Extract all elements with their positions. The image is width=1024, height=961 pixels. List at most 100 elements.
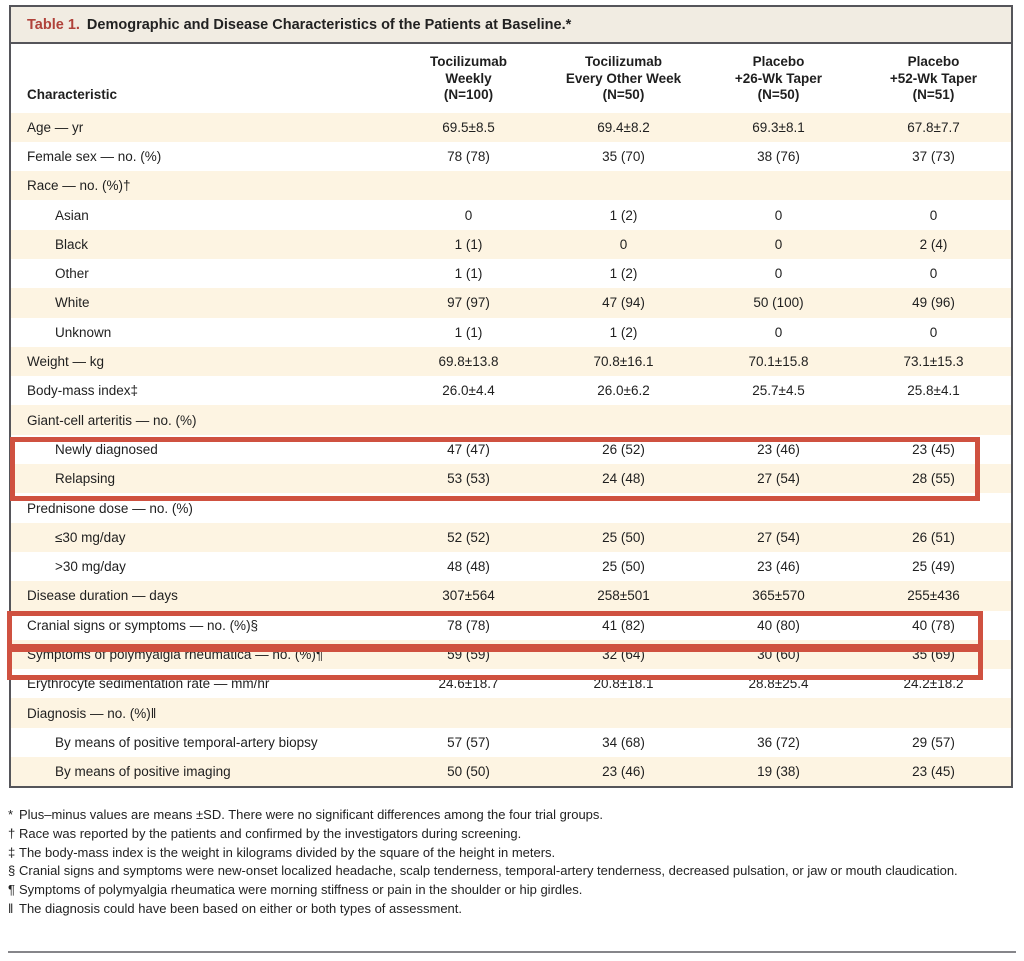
column-header-line: +52-Wk Taper	[889, 70, 978, 86]
footnote-symbol: ‖	[8, 900, 14, 916]
footnote-text: The body-mass index is the weight in kil…	[19, 844, 556, 860]
row-label: Other	[55, 266, 89, 282]
cell-value: 0	[464, 207, 473, 223]
cell-value	[546, 405, 701, 434]
cell-value: 0	[929, 266, 938, 282]
cell-value: 50 (100)	[753, 295, 804, 311]
row-label: Relapsing	[55, 471, 116, 487]
row-label: ≤30 mg/day	[55, 529, 126, 545]
cell-value: 0	[619, 236, 628, 252]
cell-value: 24.6±18.7	[438, 676, 499, 692]
cell-value: 19 (38)	[757, 764, 800, 780]
footnote-symbol: *	[8, 807, 14, 822]
cell-value: 1 (2)	[609, 266, 638, 282]
table-row: Female sex — no. (%) 78 (78) 35 (70) 38 (76…	[11, 142, 1011, 171]
row-label: Body-mass index‡	[27, 383, 139, 399]
cell-value: 307±564	[442, 588, 495, 604]
cell-value: 78 (78)	[447, 617, 490, 633]
cell-value: 25 (49)	[912, 559, 955, 575]
cell-value: 26 (52)	[602, 441, 645, 457]
table-row: Other 1 (1) 1 (2) 0 0	[11, 259, 1011, 288]
footnote-symbol: †	[8, 825, 16, 841]
cell-value: 69.4±8.2	[597, 119, 650, 135]
footnote: ‖ The diagnosis could have been based on …	[8, 900, 1016, 919]
cell-value: 0	[929, 324, 938, 340]
characteristic-column-header: Characteristic	[11, 44, 391, 113]
column-header-line: (N=50)	[602, 87, 645, 102]
cell-value	[701, 698, 856, 727]
column-header-line: Tocilizumab	[584, 54, 662, 69]
cell-value: 26.0±4.4	[442, 383, 495, 399]
table-row: >30 mg/day 48 (48) 25 (50) 23 (46) 25 (49)	[11, 552, 1011, 581]
row-label: Erythrocyte sedimentation rate — mm/hr	[27, 676, 270, 692]
cell-value: 0	[929, 207, 938, 223]
cell-value: 23 (46)	[757, 559, 800, 575]
column-header-line: Weekly	[445, 70, 492, 86]
row-label: Disease duration — days	[27, 588, 178, 604]
cell-value	[391, 171, 546, 200]
cell-value: 52 (52)	[447, 529, 490, 545]
table-row: White 97 (97) 47 (94) 50 (100) 49 (96)	[11, 288, 1011, 318]
cell-value: 35 (70)	[602, 148, 645, 164]
table-header: Characteristic Tocilizumab Weekly (N=100) T…	[11, 44, 1011, 113]
footnote-text: The diagnosis could have been based on e…	[19, 900, 463, 916]
row-label: By means of positive imaging	[55, 764, 231, 780]
cell-value: 24 (48)	[602, 471, 645, 487]
cell-value: 255±436	[907, 588, 960, 604]
row-label: Cranial signs or symptoms — no. (%)§	[27, 617, 259, 633]
footnote-text: Race was reported by the patients and co…	[19, 825, 522, 841]
footnote-symbol: §	[8, 863, 16, 879]
row-label: Asian	[55, 207, 89, 223]
row-label: Giant-cell arteritis — no. (%)	[27, 412, 197, 428]
footnotes-block: * Plus–minus values are means ±SD. There …	[8, 806, 1016, 919]
column-header-line: Placebo	[752, 54, 805, 69]
cell-value	[391, 493, 546, 522]
cell-value: 1 (1)	[454, 324, 483, 340]
column-header-line: (N=50)	[757, 87, 800, 102]
cell-value: 20.8±18.1	[593, 676, 654, 692]
footnote-text: Cranial signs and symptoms were new-onse…	[19, 863, 958, 879]
baseline-characteristics-table: Characteristic Tocilizumab Weekly (N=100) T…	[11, 44, 1011, 787]
footnote-text: Plus–minus values are means ±SD. There w…	[19, 807, 604, 822]
cell-value: 69.5±8.5	[442, 119, 495, 135]
table-title: Demographic and Disease Characteristics …	[86, 16, 572, 33]
row-label: Diagnosis — no. (%)‖	[27, 705, 157, 721]
table-row: Erythrocyte sedimentation rate — mm/hr 24…	[11, 669, 1011, 698]
cell-value: 2 (4)	[919, 236, 948, 252]
cell-value	[701, 171, 856, 200]
bottom-divider	[8, 951, 1016, 953]
table-row: Weight — kg 69.8±13.8 70.8±16.1 70.1±15.8 73…	[11, 346, 1011, 377]
column-header-line: Tocilizumab	[429, 54, 507, 69]
cell-value: 1 (2)	[609, 324, 638, 340]
cell-value: 0	[774, 236, 783, 252]
cell-value: 0	[774, 324, 783, 340]
cell-value	[546, 493, 701, 522]
cell-value: 29 (57)	[912, 734, 955, 750]
table-row: Disease duration — days 307±564 258±501 365…	[11, 581, 1011, 611]
cell-value: 1 (1)	[454, 236, 483, 252]
cell-value: 23 (46)	[602, 764, 645, 780]
cell-value: 47 (94)	[602, 295, 645, 311]
footnote: ‡ The body-mass index is the weight in ki…	[8, 844, 1016, 863]
cell-value: 25 (50)	[602, 559, 645, 575]
table-row: By means of positive temporal-artery bio…	[11, 728, 1011, 757]
table-row: Diagnosis — no. (%)‖	[11, 698, 1011, 728]
row-label: Black	[55, 236, 89, 252]
column-header-group: Tocilizumab Every Other Week (N=50)	[546, 44, 701, 113]
cell-value: 50 (50)	[447, 764, 490, 780]
column-header-line: +26-Wk Taper	[734, 70, 823, 86]
cell-value: 365±570	[752, 588, 805, 604]
row-label: Race — no. (%)†	[27, 178, 131, 194]
cell-value: 48 (48)	[447, 559, 490, 575]
cell-value: 70.8±16.1	[593, 354, 654, 370]
row-label: >30 mg/day	[55, 559, 126, 575]
footnote: † Race was reported by the patients and c…	[8, 825, 1016, 844]
table-row: Symptoms of polymyalgia rheumatica — no.…	[11, 639, 1011, 670]
footnote-text: Symptoms of polymyalgia rheumatica were …	[19, 882, 583, 898]
cell-value: 37 (73)	[912, 148, 955, 164]
row-label: Female sex — no. (%)	[27, 148, 162, 164]
cell-value: 0	[774, 266, 783, 282]
footnote-symbol: ¶	[8, 882, 15, 898]
column-header-line: (N=100)	[443, 87, 494, 102]
